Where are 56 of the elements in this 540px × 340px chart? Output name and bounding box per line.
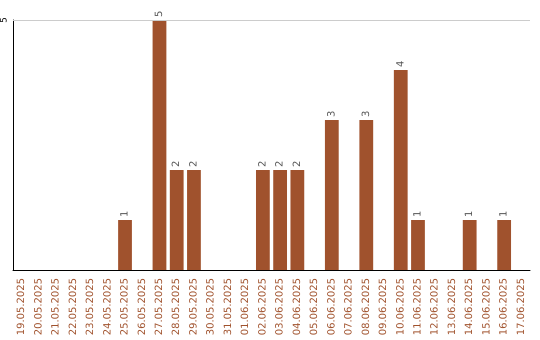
bar — [324, 120, 339, 270]
bar — [290, 170, 304, 270]
x-tick-label: 16.06.2025 — [498, 278, 510, 336]
bar — [497, 220, 512, 270]
x-tick-label: 26.05.2025 — [136, 278, 148, 336]
bar — [273, 170, 288, 270]
bar — [394, 70, 408, 270]
x-tick-label: 11.06.2025 — [412, 278, 424, 336]
bar — [118, 220, 132, 270]
bar — [462, 220, 477, 270]
bar — [152, 20, 166, 270]
x-tick-label: 13.06.2025 — [446, 278, 458, 336]
data-label: 4 — [395, 60, 406, 67]
x-tick-label: 05.06.2025 — [309, 278, 320, 336]
bar — [187, 170, 201, 270]
x-tick-label: 29.05.2025 — [188, 278, 200, 336]
x-tick-label: 25.05.2025 — [120, 278, 131, 336]
x-tick-label: 02.06.2025 — [257, 278, 268, 336]
x-tick-label: 21.05.2025 — [50, 278, 62, 336]
x-tick-label: 23.05.2025 — [85, 278, 96, 336]
data-label: 2 — [257, 160, 268, 167]
data-label: 2 — [274, 160, 286, 167]
data-label: 1 — [464, 210, 476, 217]
data-label: 5 — [154, 10, 165, 17]
x-tick-label: 01.06.2025 — [240, 278, 252, 336]
x-tick-label: 28.05.2025 — [171, 278, 182, 336]
data-label: 1 — [120, 210, 131, 217]
data-label: 1 — [412, 210, 424, 217]
x-tick-label: 07.06.2025 — [344, 278, 355, 336]
x-tick-label: 08.06.2025 — [360, 278, 372, 336]
x-tick-label: 04.06.2025 — [292, 278, 303, 336]
x-tick-label: 14.06.2025 — [464, 278, 476, 336]
data-label: 2 — [171, 160, 182, 167]
x-tick-label: 12.06.2025 — [430, 278, 441, 336]
x-tick-label: 03.06.2025 — [274, 278, 286, 336]
x-tick-label: 27.05.2025 — [154, 278, 165, 336]
bar — [359, 120, 374, 270]
data-label: 2 — [188, 160, 200, 167]
x-tick-label: 31.05.2025 — [222, 278, 234, 336]
x-tick-label: 06.06.2025 — [326, 278, 338, 336]
x-tick-label: 20.05.2025 — [33, 278, 44, 336]
data-label: 3 — [360, 110, 372, 117]
x-tick-label: 30.05.2025 — [206, 278, 217, 336]
data-label: 2 — [292, 160, 303, 167]
x-tick-label: 22.05.2025 — [68, 278, 79, 336]
data-label: 3 — [326, 110, 338, 117]
x-tick-label: 17.06.2025 — [516, 278, 527, 336]
bar — [411, 220, 425, 270]
bar — [256, 170, 270, 270]
x-tick-label: 15.06.2025 — [481, 278, 492, 336]
x-tick-label: 10.06.2025 — [395, 278, 406, 336]
data-label: 1 — [498, 210, 510, 217]
x-tick-label: 24.05.2025 — [102, 278, 114, 336]
x-tick-label: 09.06.2025 — [378, 278, 390, 336]
x-tick-label: 19.05.2025 — [16, 278, 28, 336]
bar — [170, 170, 184, 270]
